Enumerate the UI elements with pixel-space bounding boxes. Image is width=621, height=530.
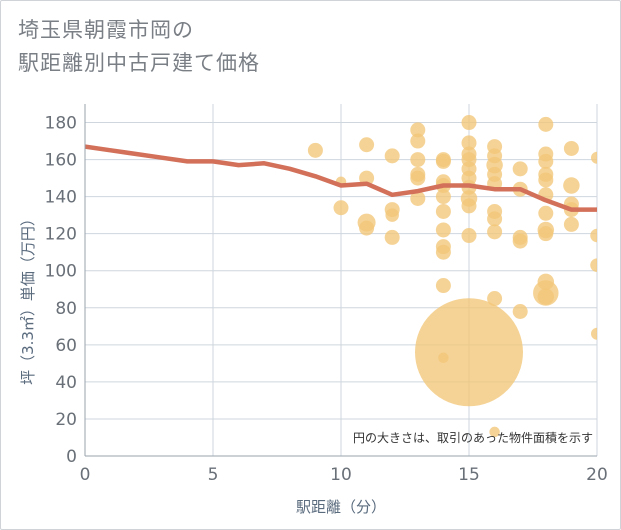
data-point [415, 298, 523, 407]
data-point [461, 115, 477, 131]
y-tick-label: 60 [55, 336, 77, 356]
data-point [435, 244, 451, 260]
data-point [359, 137, 375, 153]
data-point [487, 291, 503, 307]
data-point [512, 161, 528, 177]
data-point [538, 226, 554, 242]
data-point [487, 211, 503, 227]
data-point [590, 258, 597, 272]
data-point [384, 148, 400, 164]
data-point [410, 170, 426, 186]
data-point [435, 189, 451, 205]
data-point [435, 203, 451, 219]
data-point [410, 190, 426, 206]
data-point [563, 216, 579, 232]
data-point [489, 426, 500, 438]
data-point [538, 172, 554, 188]
x-tick-label: 10 [330, 465, 352, 485]
y-tick-label: 40 [55, 373, 77, 393]
y-tick-label: 140 [45, 188, 77, 208]
data-point [563, 140, 579, 156]
y-axis-label: 坪（3.3㎡）単価（万円） [19, 211, 37, 385]
data-point [333, 200, 349, 216]
x-tick-label: 20 [586, 465, 608, 485]
trend-line [85, 144, 597, 212]
data-point [591, 327, 597, 340]
y-tick-label: 0 [66, 447, 77, 467]
data-point [359, 220, 375, 236]
data-point [461, 228, 477, 244]
title-line-1: 埼玉県朝霞市岡の [18, 18, 194, 42]
data-point [410, 122, 426, 138]
data-point [590, 228, 597, 243]
data-point [487, 224, 503, 240]
y-tick-label: 180 [45, 114, 77, 134]
y-tick-label: 160 [45, 151, 77, 171]
data-point [435, 222, 451, 238]
data-point [591, 151, 597, 164]
data-point [563, 177, 580, 194]
trend-layer [85, 144, 597, 212]
axes: 0 20 40 60 80 100 120 140 160 180 0 5 10 15 20 [45, 104, 608, 485]
data-point [385, 208, 399, 222]
y-tick-label: 80 [55, 299, 77, 319]
data-point [537, 288, 555, 305]
data-point [307, 142, 323, 158]
title-line-2: 駅距離別中古戸建て価格 [18, 51, 260, 75]
data-point [435, 153, 451, 169]
x-axis-label: 駅距離（分） [296, 498, 386, 516]
data-point [461, 198, 477, 214]
data-point [410, 133, 426, 149]
data-point [538, 153, 554, 169]
x-tick-label: 5 [208, 465, 219, 485]
data-point [538, 116, 554, 132]
size-note: 円の大きさは、取引のあった物件面積を示す [353, 430, 593, 445]
data-point [538, 205, 554, 221]
data-point [384, 229, 400, 245]
data-point [512, 303, 528, 319]
data-point [461, 135, 477, 151]
y-tick-label: 100 [45, 262, 77, 282]
data-point [435, 278, 451, 294]
x-tick-label: 15 [458, 465, 480, 485]
chart-title: 埼玉県朝霞市岡の 駅距離別中古戸建て価格 [18, 14, 260, 80]
x-tick-label: 0 [80, 465, 91, 485]
data-point [410, 152, 426, 168]
y-tick-label: 120 [45, 225, 77, 245]
bubble-layer [307, 115, 597, 438]
data-point [512, 233, 528, 249]
y-tick-label: 20 [55, 410, 77, 430]
